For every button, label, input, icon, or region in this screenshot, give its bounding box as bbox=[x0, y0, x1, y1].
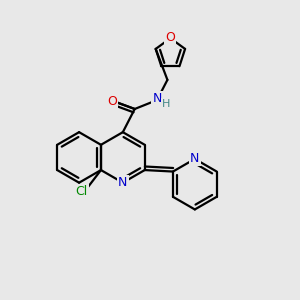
Text: O: O bbox=[107, 95, 117, 108]
Text: O: O bbox=[166, 31, 175, 44]
Text: H: H bbox=[162, 99, 171, 109]
Text: N: N bbox=[190, 152, 200, 165]
Text: N: N bbox=[152, 92, 162, 105]
Text: N: N bbox=[118, 176, 128, 189]
Text: Cl: Cl bbox=[76, 185, 88, 198]
